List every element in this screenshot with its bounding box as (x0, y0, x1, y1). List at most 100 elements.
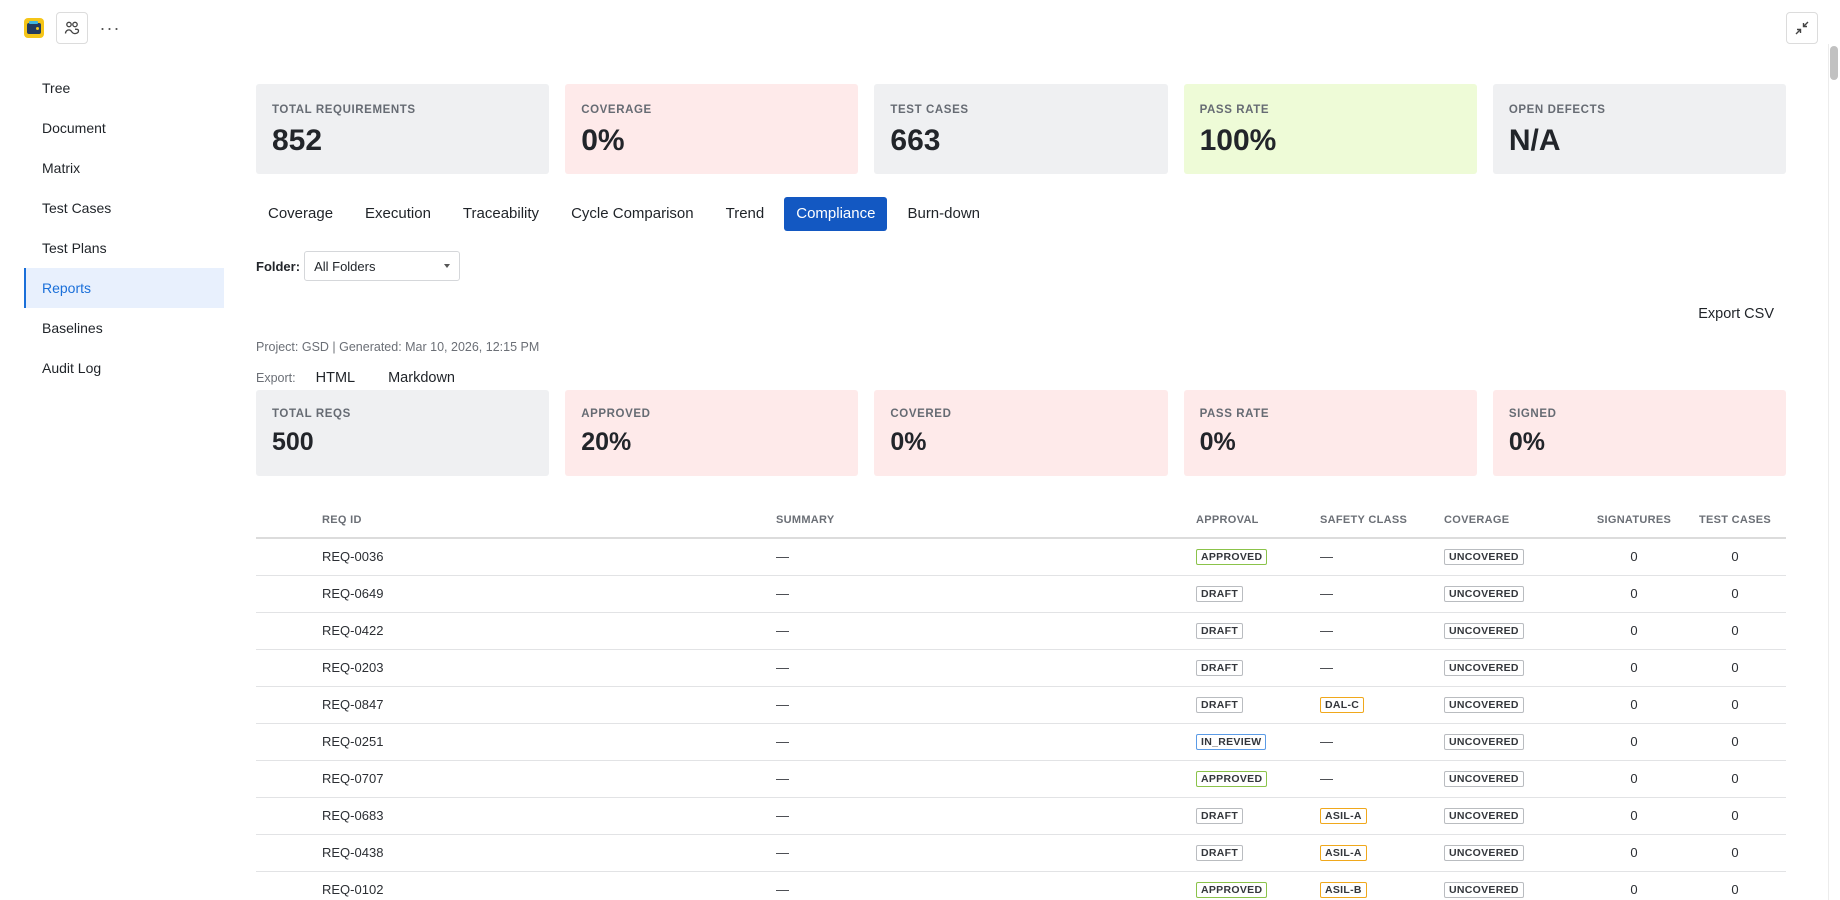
summary-text: — (776, 808, 789, 823)
summary-cell: — (776, 686, 1196, 724)
test-cases-cell: 0 (1684, 575, 1786, 613)
tab-cycle-comparison[interactable]: Cycle Comparison (571, 205, 694, 222)
column-header-coverage[interactable]: COVERAGE (1444, 502, 1584, 539)
req-id-cell[interactable]: REQ-0707 (256, 760, 776, 798)
folder-filter: Folder: All Folders (256, 251, 1786, 281)
report-meta: Project: GSD | Generated: Mar 10, 2026, … (256, 340, 540, 354)
export-markdown-link[interactable]: Markdown (388, 370, 455, 386)
approval-cell: APPROVED (1196, 760, 1320, 798)
export-html-link[interactable]: HTML (315, 370, 356, 386)
sidebar-item-reports[interactable]: Reports (24, 268, 224, 308)
coverage-badge: UNCOVERED (1444, 549, 1524, 566)
sidebar-item-document[interactable]: Document (42, 120, 106, 136)
signatures-cell: 0 (1584, 760, 1684, 798)
summary-text: — (776, 697, 789, 712)
table-row[interactable]: REQ-0707 — APPROVED — UNCOVERED 0 0 (256, 760, 1786, 798)
stat-value: 852 (272, 124, 323, 157)
tab-burn-down[interactable]: Burn-down (907, 205, 981, 222)
stat-card-pass-rate-compliance: PASS RATE 0% (1183, 390, 1477, 476)
stat-value: N/A (1508, 124, 1561, 157)
table-row[interactable]: REQ-0847 — DRAFT DAL-C UNCOVERED 0 0 (256, 686, 1786, 724)
req-id-cell[interactable]: REQ-0438 (256, 834, 776, 872)
tab-traceability[interactable]: Traceability (462, 205, 540, 222)
req-id[interactable]: REQ-0251 (322, 734, 384, 749)
stat-value: 100% (1199, 124, 1277, 157)
more-options-button[interactable]: ··· (98, 14, 122, 42)
req-id-cell[interactable]: REQ-0847 (256, 686, 776, 724)
req-id[interactable]: REQ-0649 (322, 586, 384, 601)
sidebar-item-baselines[interactable]: Baselines (42, 320, 103, 336)
table-row[interactable]: REQ-0036 — APPROVED — UNCOVERED 0 0 (256, 538, 1786, 576)
coverage-badge: UNCOVERED (1444, 623, 1524, 639)
wallet-app-icon[interactable] (24, 18, 44, 38)
stat-label: PASS RATE (1199, 408, 1270, 420)
export-csv-button[interactable]: Export CSV (1698, 306, 1774, 322)
tab-execution[interactable]: Execution (365, 205, 431, 222)
column-header-approval[interactable]: APPROVAL (1196, 502, 1320, 539)
sidebar-item-tree[interactable]: Tree (42, 80, 71, 96)
safety-class-cell: — (1320, 649, 1444, 687)
req-id-cell[interactable]: REQ-0251 (256, 723, 776, 761)
safety-class-badge: DAL-C (1320, 697, 1365, 713)
req-id-cell[interactable]: REQ-0036 (256, 538, 776, 576)
sidebar-item-test-cases[interactable]: Test Cases (42, 200, 112, 216)
table-row[interactable]: REQ-0251 — IN_REVIEW — UNCOVERED 0 0 (256, 723, 1786, 761)
table-row[interactable]: REQ-0102 — APPROVED ASIL-B UNCOVERED 0 0 (256, 871, 1786, 900)
sidebar-item-matrix[interactable]: Matrix (42, 160, 81, 176)
stat-label: PASS RATE (1199, 104, 1270, 116)
column-header-signatures[interactable]: SIGNATURES (1584, 502, 1684, 539)
coverage-badge: UNCOVERED (1444, 771, 1524, 787)
req-id[interactable]: REQ-0707 (322, 771, 384, 786)
folder-select[interactable]: All Folders (304, 251, 461, 281)
folder-label: Folder: (256, 258, 301, 274)
req-id[interactable]: REQ-0203 (322, 660, 384, 675)
folder-selected-value: All Folders (314, 258, 376, 274)
tab-trend[interactable]: Trend (725, 205, 765, 222)
scrollbar-thumb[interactable] (1830, 46, 1838, 80)
tab-coverage[interactable]: Coverage (268, 205, 334, 222)
column-header-summary[interactable]: SUMMARY (776, 502, 1196, 539)
approval-badge: APPROVED (1196, 771, 1268, 787)
stat-value: 20% (581, 428, 632, 456)
safety-class-cell: — (1320, 612, 1444, 650)
users-button[interactable] (56, 12, 88, 44)
stat-card-pass-rate: PASS RATE 100% (1183, 84, 1477, 174)
scrollbar-track[interactable] (1828, 44, 1840, 900)
req-id-cell[interactable]: REQ-0203 (256, 649, 776, 687)
table-row[interactable]: REQ-0203 — DRAFT — UNCOVERED 0 0 (256, 649, 1786, 687)
stat-card-test-cases: TEST CASES 663 (874, 84, 1168, 174)
safety-class-cell: — (1320, 575, 1444, 613)
collapse-button[interactable] (1786, 12, 1818, 44)
stat-label: OPEN DEFECTS (1508, 104, 1606, 116)
req-id[interactable]: REQ-0438 (322, 845, 384, 860)
column-header-safety-class[interactable]: SAFETY CLASS (1320, 502, 1444, 539)
test-cases-cell: 0 (1684, 649, 1786, 687)
signatures-cell: 0 (1584, 871, 1684, 900)
stat-label: COVERED (890, 408, 952, 420)
coverage-cell: UNCOVERED (1444, 649, 1584, 687)
reports-main: TOTAL REQUIREMENTS 852 COVERAGE 0% TEST … (256, 84, 1787, 900)
req-id[interactable]: REQ-0683 (322, 808, 384, 823)
req-id[interactable]: REQ-0102 (322, 882, 384, 897)
table-row[interactable]: REQ-0649 — DRAFT — UNCOVERED 0 0 (256, 575, 1786, 613)
table-row[interactable]: REQ-0438 — DRAFT ASIL-A UNCOVERED 0 0 (256, 834, 1786, 872)
safety-class-cell: — (1320, 760, 1444, 798)
req-id-cell[interactable]: REQ-0102 (256, 871, 776, 900)
sidebar-item-audit-log[interactable]: Audit Log (42, 360, 102, 376)
coverage-badge: UNCOVERED (1444, 845, 1524, 861)
req-id[interactable]: REQ-0422 (322, 623, 384, 638)
sidebar-item-test-plans[interactable]: Test Plans (42, 240, 107, 256)
req-id-cell[interactable]: REQ-0422 (256, 612, 776, 650)
req-id-cell[interactable]: REQ-0649 (256, 575, 776, 613)
tab-compliance[interactable]: Compliance (784, 197, 888, 231)
table-row[interactable]: REQ-0683 — DRAFT ASIL-A UNCOVERED 0 0 (256, 797, 1786, 835)
column-header-test-cases[interactable]: TEST CASES (1684, 502, 1786, 539)
table-row[interactable]: REQ-0422 — DRAFT — UNCOVERED 0 0 (256, 612, 1786, 650)
req-id[interactable]: REQ-0036 (322, 549, 384, 565)
approval-cell: DRAFT (1196, 834, 1320, 872)
column-header-req-id[interactable]: REQ ID (256, 502, 776, 539)
coverage-badge: UNCOVERED (1444, 697, 1524, 713)
approval-badge: DRAFT (1196, 808, 1244, 824)
req-id[interactable]: REQ-0847 (322, 697, 384, 712)
req-id-cell[interactable]: REQ-0683 (256, 797, 776, 835)
